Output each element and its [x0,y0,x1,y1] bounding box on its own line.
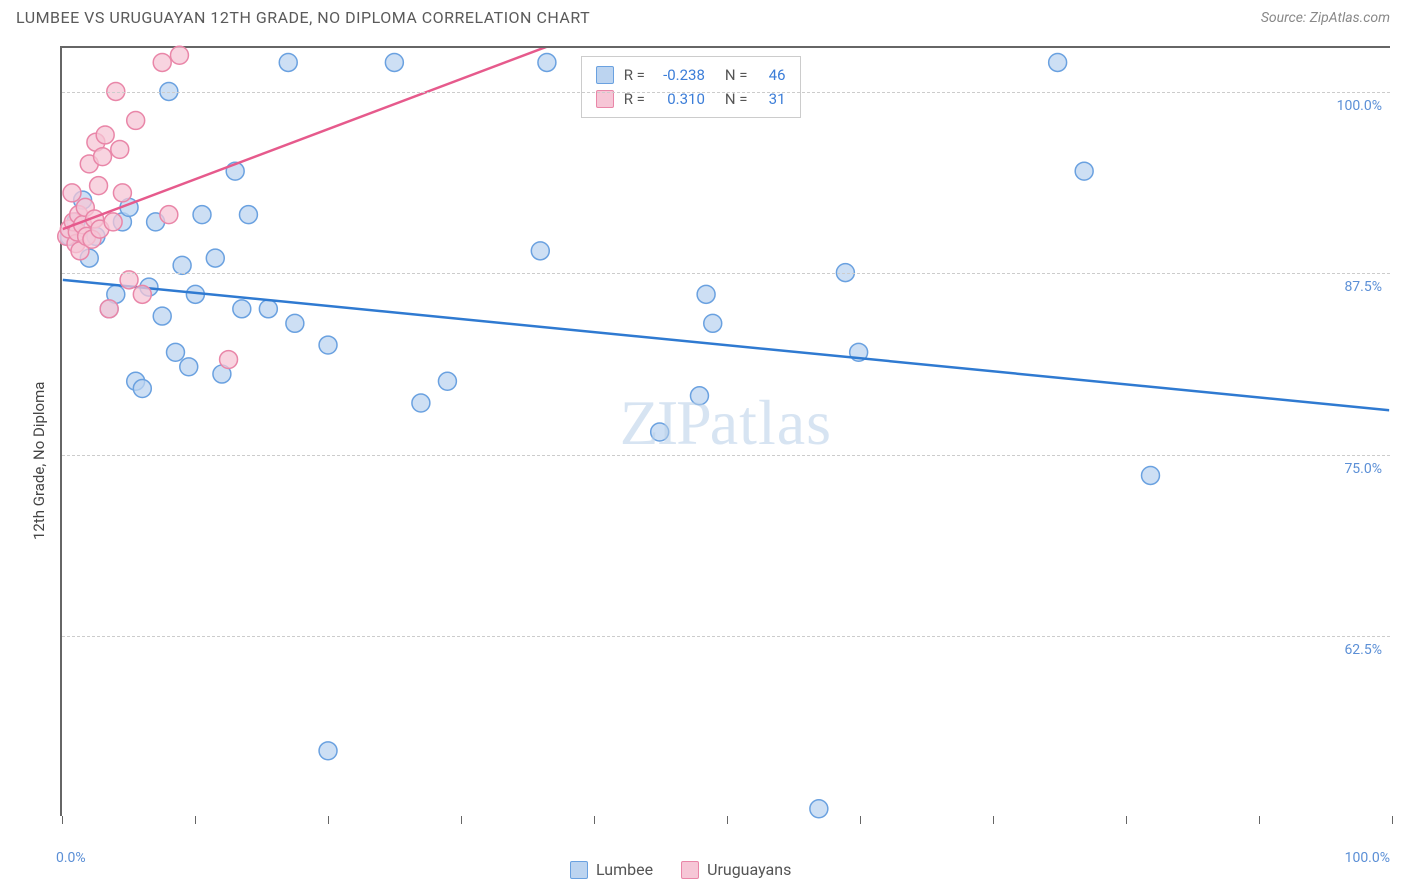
legend-n-label: N = [725,87,748,111]
data-point [94,148,112,166]
data-point [412,394,430,412]
data-point [1049,54,1067,72]
data-point [133,285,151,303]
x-tick [328,816,329,824]
x-min-label: 0.0% [56,850,86,866]
legend-r-label: R = [624,63,645,87]
y-axis-title: 12th Grade, No Diploma [30,382,48,540]
data-point [96,126,114,144]
gridline [62,455,1390,456]
y-tick-label: 100.0% [1337,98,1382,114]
data-point [173,256,191,274]
gridline [62,92,1390,93]
data-point [193,206,211,224]
y-tick-label: 87.5% [1344,279,1382,295]
data-point [113,184,131,202]
x-tick [461,816,462,824]
legend-swatch [681,861,699,879]
data-point [538,54,556,72]
data-point [704,314,722,332]
data-point [63,184,81,202]
legend-n-label: N = [725,63,748,87]
data-point [697,285,715,303]
y-tick-label: 62.5% [1344,642,1382,658]
legend-item: Uruguayans [681,860,791,879]
chart-container: LUMBEE VS URUGUAYAN 12TH GRADE, NO DIPLO… [0,0,1406,892]
data-point [90,177,108,195]
gridline [62,636,1390,637]
legend-label: Uruguayans [707,860,791,879]
data-point [220,351,238,369]
data-point [651,423,669,441]
data-point [153,307,171,325]
legend-n-value: 31 [758,87,786,111]
data-point [104,213,122,231]
data-point [259,300,277,318]
trend-line [63,280,1390,410]
data-point [239,206,257,224]
data-point [133,380,151,398]
data-point [690,387,708,405]
plot-box: ZIPatlas R =-0.238N =46R =0.310N =31 62.… [60,46,1390,816]
legend-stat-row: R = 0.310 N = 31 [596,87,786,111]
source-label: Source: ZipAtlas.com [1261,10,1390,26]
data-point [279,54,297,72]
data-point [286,314,304,332]
header: LUMBEE VS URUGUAYAN 12TH GRADE, NO DIPLO… [0,0,1406,33]
data-point [385,54,403,72]
plot-area: ZIPatlas R =-0.238N =46R =0.310N =31 62.… [60,46,1390,816]
legend-label: Lumbee [596,860,653,879]
legend-r-value: 0.310 [655,87,705,111]
data-point [167,343,185,361]
x-tick [1259,816,1260,824]
gridline [62,273,1390,274]
y-tick-label: 75.0% [1344,461,1382,477]
data-point [810,800,828,818]
data-point [206,249,224,267]
legend-bottom: Lumbee Uruguayans [570,860,791,879]
data-point [170,46,188,64]
legend-stats: R = -0.238 N = 46 R = 0.310 N = 31 [581,56,801,118]
legend-r-value: -0.238 [655,63,705,87]
x-tick [62,816,63,824]
data-point [160,206,178,224]
legend-r-label: R = [624,87,645,111]
legend-swatch [596,66,614,84]
x-tick [1126,816,1127,824]
overlay-svg [62,48,1390,816]
data-point [319,336,337,354]
legend-swatch [570,861,588,879]
x-tick [594,816,595,824]
legend-n-value: 46 [758,63,786,87]
data-point [153,54,171,72]
x-tick [727,816,728,824]
x-tick [1392,816,1393,824]
data-point [233,300,251,318]
data-point [319,742,337,760]
data-point [127,111,145,129]
data-point [180,358,198,376]
data-point [111,140,129,158]
data-point [100,300,118,318]
x-max-label: 100.0% [1345,850,1390,866]
data-point [531,242,549,260]
data-point [438,372,456,390]
data-point [1142,466,1160,484]
legend-stat-row: R = -0.238 N = 46 [596,63,786,87]
legend-item: Lumbee [570,860,653,879]
x-tick [195,816,196,824]
x-tick [860,816,861,824]
x-tick [993,816,994,824]
chart-title: LUMBEE VS URUGUAYAN 12TH GRADE, NO DIPLO… [16,8,590,27]
data-point [1075,162,1093,180]
